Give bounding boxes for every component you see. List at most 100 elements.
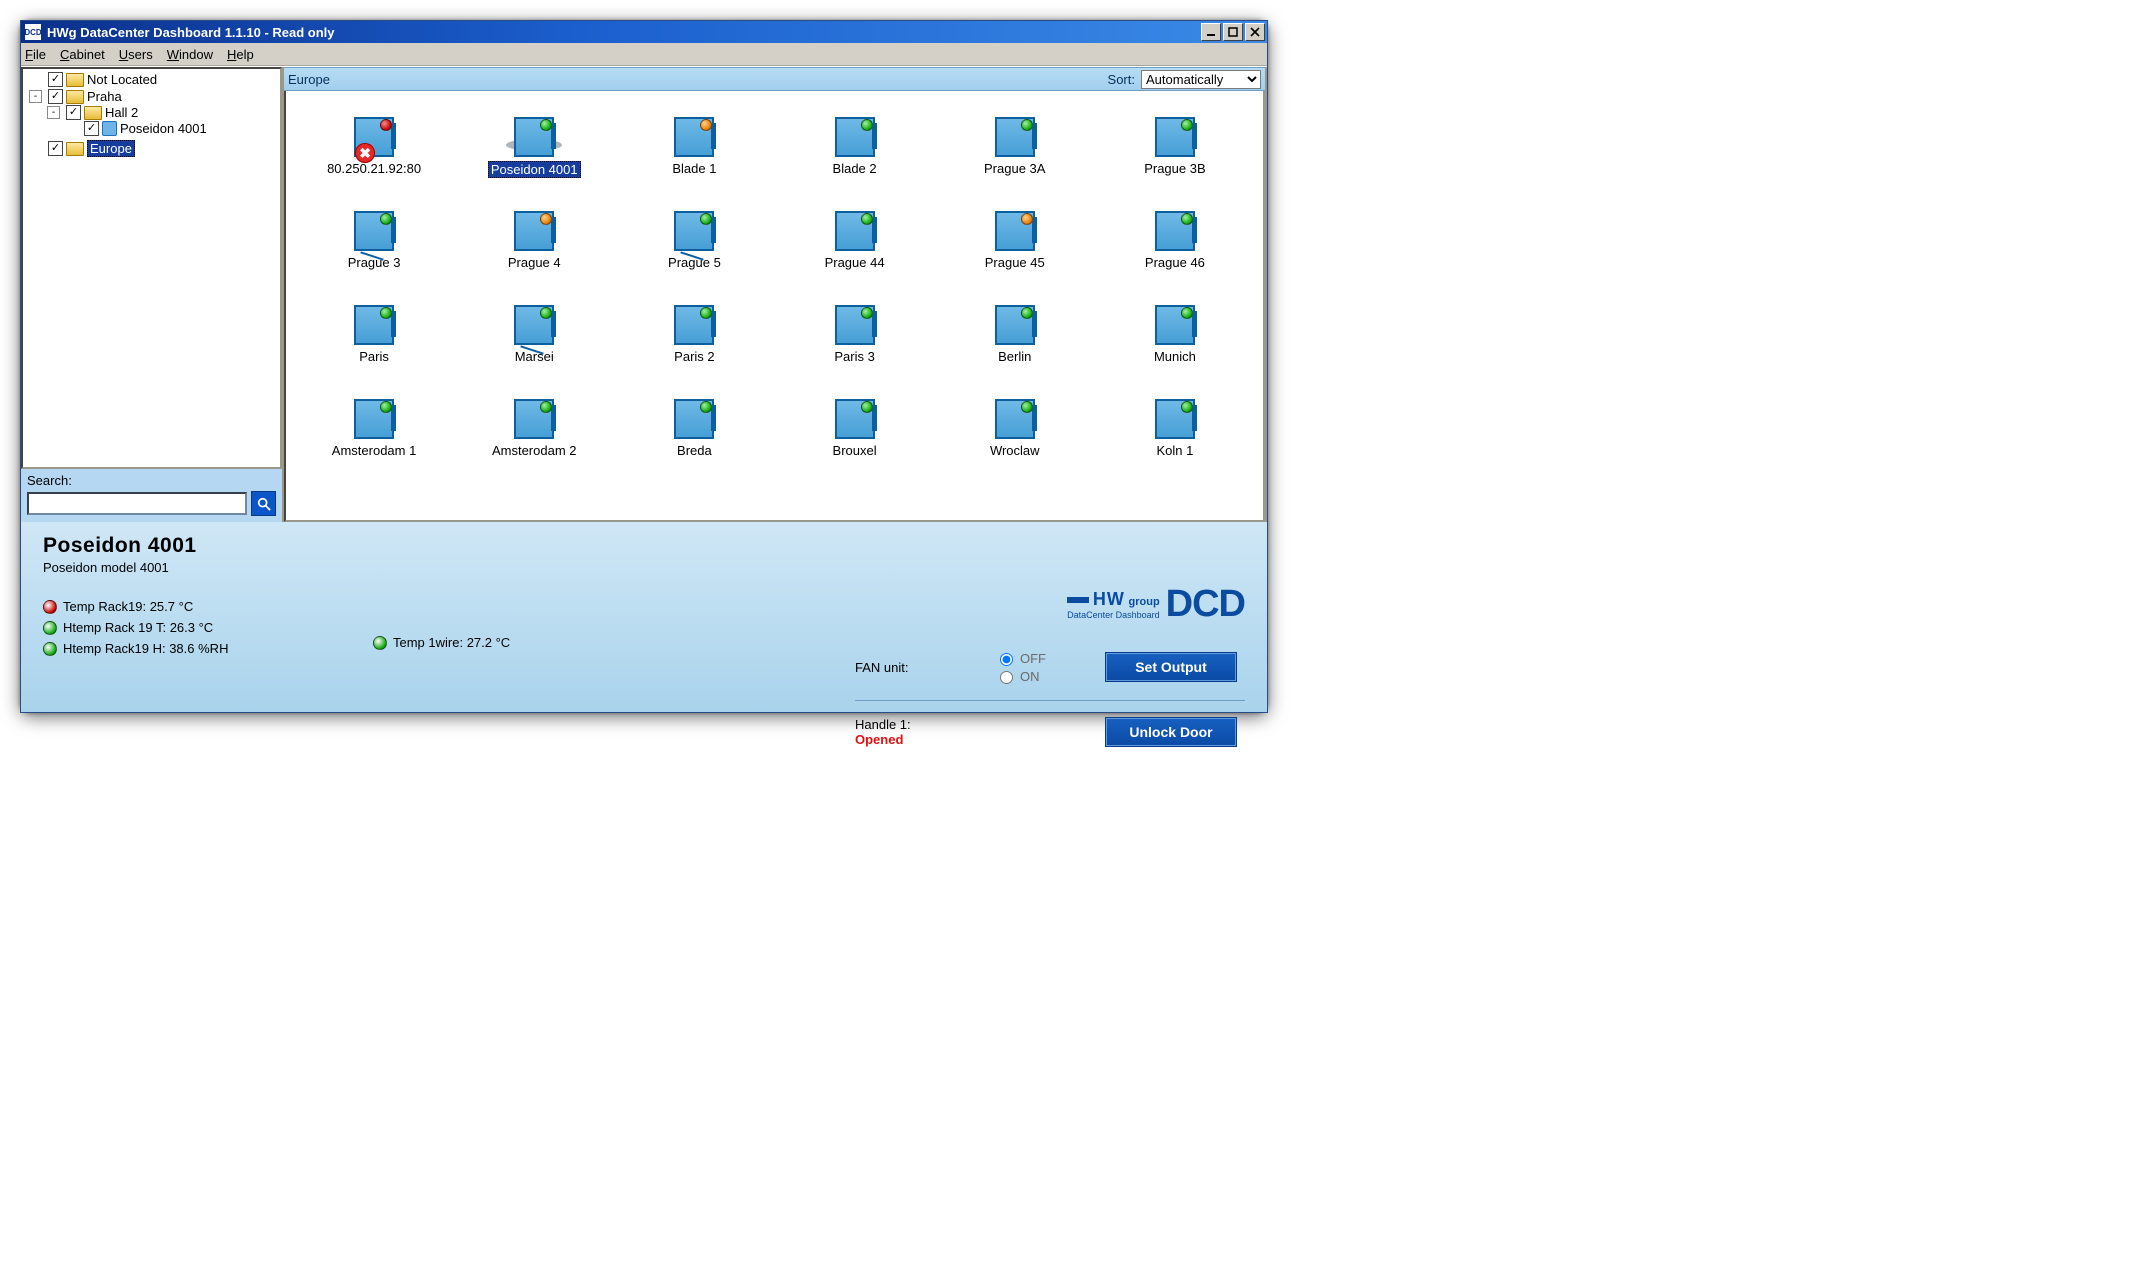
cabinet-item[interactable]: Brouxel [833, 385, 877, 469]
cabinet-icon [995, 117, 1035, 157]
search-button[interactable] [251, 491, 276, 516]
folder-icon [66, 73, 84, 87]
window-title: HWg DataCenter Dashboard 1.1.10 - Read o… [47, 25, 1199, 40]
cabinet-icon [835, 211, 875, 251]
fan-radios[interactable]: OFF ON [995, 650, 1085, 684]
sensor-list-2: Temp 1wire: 27.2 °C [373, 635, 673, 656]
detail-subtitle: Poseidon model 4001 [43, 560, 673, 575]
minimize-button[interactable] [1201, 23, 1221, 41]
tree-checkbox[interactable] [48, 141, 63, 156]
tree-checkbox[interactable] [48, 89, 63, 104]
sensor-text: Temp Rack19: 25.7 °C [63, 599, 193, 614]
menu-cabinet[interactable]: Cabinet [60, 47, 105, 62]
cabinet-item[interactable]: ✖80.250.21.92:80 [327, 103, 421, 187]
cabinet-item[interactable]: Prague 3 [348, 197, 401, 281]
tree-checkbox[interactable] [48, 72, 63, 87]
cabinet-icon [995, 399, 1035, 439]
menubar: File Cabinet Users Window Help [21, 43, 1267, 66]
cabinet-icon [354, 211, 394, 251]
cabinet-item[interactable]: Marsei [514, 291, 554, 375]
cabinet-item[interactable]: Paris 3 [834, 291, 874, 375]
fan-off-radio[interactable] [1000, 653, 1013, 666]
menu-window[interactable]: Window [167, 47, 213, 62]
error-badge-icon: ✖ [355, 143, 375, 163]
status-led-green [380, 401, 392, 413]
cabinet-item[interactable]: Paris 2 [674, 291, 714, 375]
tree-label[interactable]: Europe [87, 140, 135, 157]
handle-state: Opened [855, 732, 975, 747]
cabinet-name: Berlin [998, 349, 1031, 364]
maximize-button[interactable] [1223, 23, 1243, 41]
cabinet-name: Amsterodam 2 [492, 443, 577, 458]
status-led-green [1021, 307, 1033, 319]
menu-help[interactable]: Help [227, 47, 254, 62]
branding: HW group DataCenter Dashboard DCD [683, 585, 1245, 656]
cabinet-name: Amsterodam 1 [332, 443, 417, 458]
cabinet-icon [674, 305, 714, 345]
icon-view[interactable]: ✖80.250.21.92:80 Poseidon 4001 Blade 1 Blad… [284, 91, 1265, 522]
tree-expander[interactable]: - [47, 106, 60, 119]
cabinet-icon [1155, 117, 1195, 157]
tree-view[interactable]: Not Located - Praha - Hall 2Poseidon 4001 Eur… [21, 67, 282, 469]
fan-on-radio[interactable] [1000, 671, 1013, 684]
cabinet-icon [674, 211, 714, 251]
cabinet-icon [514, 117, 554, 157]
cabinet-name: Prague 44 [825, 255, 885, 270]
menu-file[interactable]: File [25, 47, 46, 62]
status-led-red [380, 119, 392, 131]
cabinet-icon [995, 305, 1035, 345]
titlebar[interactable]: DCD HWg DataCenter Dashboard 1.1.10 - Re… [21, 21, 1267, 43]
tree-checkbox[interactable] [66, 105, 81, 120]
sensor-led-green [43, 642, 57, 656]
cabinet-item[interactable]: Prague 46 [1145, 197, 1205, 281]
tree-expander[interactable]: - [29, 90, 42, 103]
cabinet-item[interactable]: Munich [1154, 291, 1196, 375]
cabinet-item[interactable]: Berlin [995, 291, 1035, 375]
tree-checkbox[interactable] [84, 121, 99, 136]
cabinet-item[interactable]: Blade 2 [833, 103, 877, 187]
tree-label[interactable]: Praha [87, 89, 122, 104]
cabinet-item[interactable]: Wroclaw [990, 385, 1040, 469]
cabinet-name: Wroclaw [990, 443, 1040, 458]
cabinet-item[interactable]: Breda [674, 385, 714, 469]
cabinet-item[interactable]: Koln 1 [1155, 385, 1195, 469]
sort-select[interactable]: Automatically [1141, 70, 1261, 89]
cabinet-name: Poseidon 4001 [488, 161, 581, 178]
status-led-green [861, 119, 873, 131]
device-icon [102, 121, 117, 136]
sensor-text: Htemp Rack19 H: 38.6 %RH [63, 641, 228, 656]
status-led-green [1181, 401, 1193, 413]
cabinet-item[interactable]: Prague 3A [984, 103, 1045, 187]
location-path: Europe [288, 72, 1108, 87]
status-led-green [1181, 213, 1193, 225]
cabinet-item[interactable]: Blade 1 [672, 103, 716, 187]
sensor-list-1: Temp Rack19: 25.7 °C Htemp Rack 19 T: 26.… [43, 599, 363, 656]
unlock-door-button[interactable]: Unlock Door [1105, 717, 1237, 747]
cabinet-item[interactable]: Prague 45 [985, 197, 1045, 281]
menu-users[interactable]: Users [119, 47, 153, 62]
cabinet-name: Prague 3B [1144, 161, 1205, 176]
cabinet-item[interactable]: Amsterodam 1 [332, 385, 417, 469]
cabinet-item[interactable]: Prague 4 [508, 197, 561, 281]
status-led-green [1021, 401, 1033, 413]
search-label: Search: [27, 473, 276, 488]
search-input[interactable] [27, 492, 247, 515]
cabinet-name: Munich [1154, 349, 1196, 364]
tree-label[interactable]: Poseidon 4001 [120, 121, 207, 136]
sensor-led-green [373, 636, 387, 650]
set-output-button[interactable]: Set Output [1105, 652, 1237, 682]
sensor-reading: Htemp Rack 19 T: 26.3 °C [43, 620, 363, 635]
tree-label[interactable]: Hall 2 [105, 105, 138, 120]
cabinet-item[interactable]: Amsterodam 2 [492, 385, 577, 469]
tree-label[interactable]: Not Located [87, 72, 157, 87]
cabinet-item[interactable]: Prague 44 [825, 197, 885, 281]
fan-label: FAN unit: [855, 660, 975, 675]
tree-expander [29, 73, 42, 86]
close-button[interactable] [1245, 23, 1265, 41]
cabinet-item[interactable]: Paris [354, 291, 394, 375]
cabinet-item[interactable]: Prague 3B [1144, 103, 1205, 187]
cabinet-icon [674, 399, 714, 439]
cabinet-item[interactable]: Prague 5 [668, 197, 721, 281]
cabinet-item[interactable]: Poseidon 4001 [488, 103, 581, 187]
cabinet-name: Prague 4 [508, 255, 561, 270]
